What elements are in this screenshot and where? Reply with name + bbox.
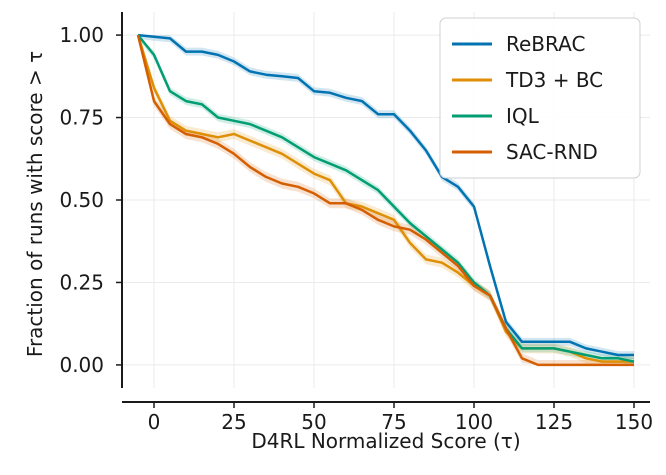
x-tick-label: 0 <box>148 410 161 434</box>
legend: ReBRAC TD3 + BC IQL SAC-RND <box>439 17 641 179</box>
x-tick-label: 50 <box>301 410 326 434</box>
x-tick-label: 150 <box>615 410 653 434</box>
legend-label: ReBRAC <box>506 32 585 56</box>
series-line-2 <box>137 34 635 363</box>
x-tick-label: 100 <box>455 410 493 434</box>
y-tick-label: 0.25 <box>59 270 104 294</box>
x-tick-label: 125 <box>535 410 573 434</box>
y-ticks: 0.00 0.25 0.50 0.75 1.00 <box>59 23 122 377</box>
x-ticks: 0 25 50 75 100 125 150 <box>148 402 653 434</box>
legend-label: TD3 + BC <box>505 68 603 92</box>
y-tick-label: 1.00 <box>59 23 104 47</box>
x-tick-label: 25 <box>221 410 246 434</box>
y-axis-title: Fraction of runs with score > τ <box>23 51 47 357</box>
legend-label: SAC-RND <box>506 140 598 164</box>
legend-box <box>439 17 641 179</box>
y-tick-label: 0.00 <box>59 353 104 377</box>
series-line-0 <box>137 33 634 357</box>
x-axis-title: D4RL Normalized Score (τ) <box>251 429 520 453</box>
y-tick-label: 0.75 <box>59 106 104 130</box>
x-tick-label: 75 <box>381 410 406 434</box>
y-tick-label: 0.50 <box>59 188 104 212</box>
series-lines <box>136 33 635 367</box>
legend-label: IQL <box>506 104 540 128</box>
series-line-3 <box>136 34 634 367</box>
